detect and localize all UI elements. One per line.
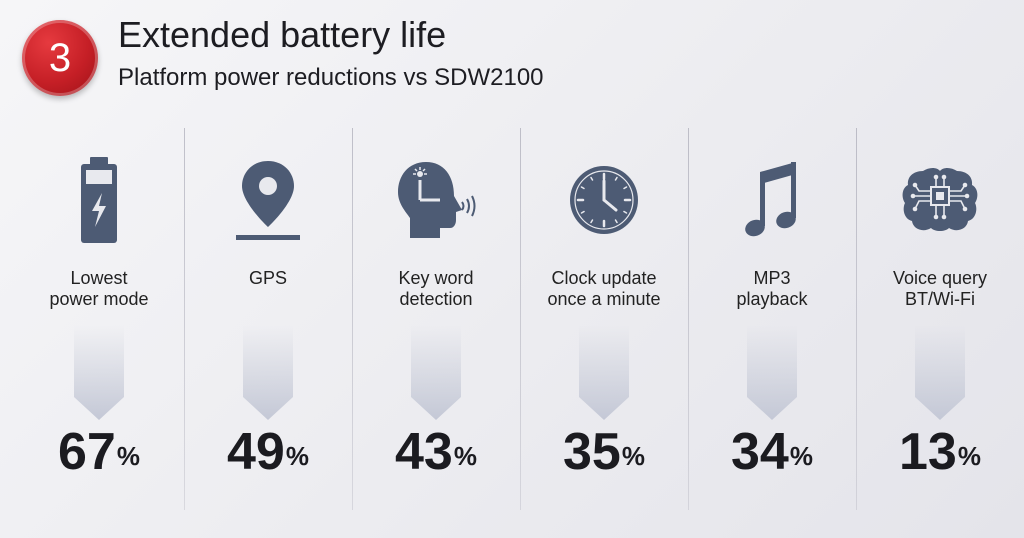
feature-label: GPS	[248, 268, 287, 288]
feature-column-voice-query: Voice query BT/Wi-Fi 13%	[856, 150, 1024, 490]
down-arrow-graphic	[579, 325, 629, 420]
feature-label: Key word detection	[398, 268, 474, 309]
reduction-value: 35%	[563, 423, 645, 481]
reduction-value: 13%	[899, 423, 981, 481]
brain-chip-icon	[856, 150, 1024, 250]
feature-column-gps: GPS 49%	[184, 150, 352, 490]
page-title: Extended battery life	[118, 14, 447, 55]
feature-column-keyword: Key word detection 43%	[352, 150, 520, 490]
page-subtitle: Platform power reductions vs SDW2100	[118, 64, 544, 91]
column-divider	[688, 128, 689, 510]
down-arrow-graphic	[747, 325, 797, 420]
column-divider	[856, 128, 857, 510]
down-arrow-graphic	[411, 325, 461, 420]
feature-column-mp3: MP3 playback 34%	[688, 150, 856, 490]
column-divider	[520, 128, 521, 510]
column-divider	[352, 128, 353, 510]
reduction-value: 43%	[395, 423, 477, 481]
step-number-badge: 3	[22, 20, 98, 96]
feature-label: MP3 playback	[736, 268, 808, 309]
clock-icon	[520, 150, 688, 250]
feature-label: Voice query BT/Wi-Fi	[892, 268, 988, 309]
reduction-value: 49%	[227, 423, 309, 481]
battery-icon	[15, 150, 183, 250]
feature-column-lowest-power: Lowest power mode 67%	[15, 150, 183, 490]
gps-pin-icon	[184, 150, 352, 250]
down-arrow-graphic	[74, 325, 124, 420]
down-arrow-graphic	[243, 325, 293, 420]
feature-label: Lowest power mode	[49, 268, 149, 309]
column-divider	[184, 128, 185, 510]
music-note-icon	[688, 150, 856, 250]
feature-column-clock: Clock update once a minute 35%	[520, 150, 688, 490]
reduction-value: 67%	[58, 423, 140, 481]
voice-head-icon	[352, 150, 520, 250]
reduction-value: 34%	[731, 423, 813, 481]
down-arrow-graphic	[915, 325, 965, 420]
feature-label: Clock update once a minute	[547, 268, 661, 309]
